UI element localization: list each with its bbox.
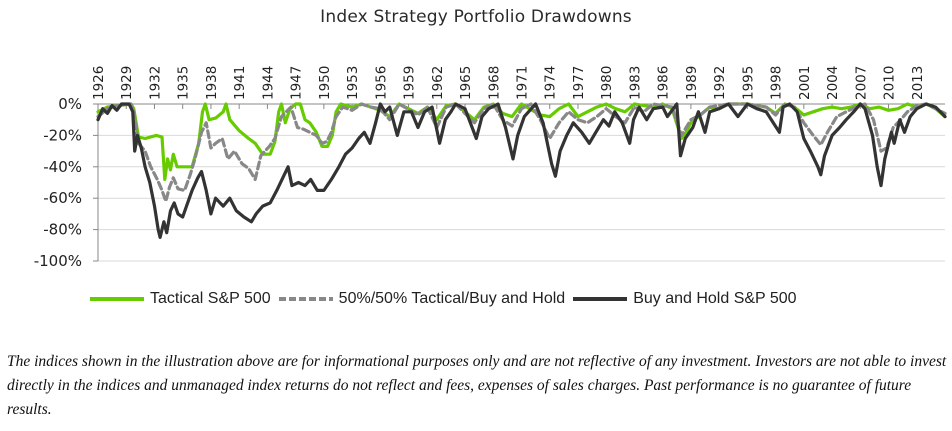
x-tick-label: 1962 [430, 66, 446, 100]
chart-legend: Tactical S&P 500 50%/50% Tactical/Buy an… [88, 290, 803, 308]
x-tick-label: 1965 [458, 66, 474, 100]
x-tick-label: 1932 [147, 66, 163, 100]
legend-label-fifty-fifty: 50%/50% Tactical/Buy and Hold [338, 290, 566, 307]
x-tick-label: 2010 [882, 66, 898, 100]
y-tick-label: -40% [43, 158, 82, 176]
drawdown-chart: 1926 1929 1932 1935 1938 1941 1944 1947 1950 1953… [34, 66, 947, 270]
legend-item-tactical: Tactical S&P 500 [88, 290, 271, 308]
x-tick-label: 1998 [769, 66, 785, 100]
y-tick-labels: 0% -20% -40% -60% -80% -100% [34, 95, 82, 270]
x-tick-label: 1938 [204, 66, 220, 100]
x-tick-label: 2004 [825, 66, 841, 100]
x-tick-label: 1926 [91, 66, 107, 100]
chart-title: Index Strategy Portfolio Drawdowns [320, 7, 632, 27]
x-tick-label: 1929 [119, 66, 135, 100]
legend-swatch-tactical [90, 297, 144, 301]
y-tick-label: 0% [58, 95, 82, 113]
x-tick-labels: 1926 1929 1932 1935 1938 1941 1944 1947 1950 1953… [91, 66, 926, 100]
y-tick-label: -80% [43, 221, 82, 239]
x-tick-label: 1935 [176, 66, 192, 100]
x-tick-label: 1995 [740, 66, 756, 100]
series-lines [96, 102, 947, 239]
x-tick-label: 1974 [543, 66, 559, 100]
x-tick-label: 1944 [260, 66, 276, 100]
x-tick-label: 1950 [317, 66, 333, 100]
disclaimer-text: The indices shown in the illustration ab… [7, 353, 947, 418]
legend-item-buy-hold: Buy and Hold S&P 500 [571, 290, 797, 308]
x-tick-label: 2007 [853, 66, 869, 100]
x-tick-label: 1992 [712, 66, 728, 100]
x-tick-label: 1941 [232, 66, 248, 100]
x-tick-label: 1980 [599, 66, 615, 100]
legend-swatch-fifty-fifty [278, 297, 333, 301]
x-tick-label: 1977 [571, 66, 587, 100]
x-tick-label: 1947 [289, 66, 305, 100]
legend-label-buy-hold: Buy and Hold S&P 500 [633, 290, 797, 307]
x-tick-label: 2013 [910, 66, 926, 100]
series-buy-hold-line [96, 102, 947, 239]
y-tick-label: -60% [43, 189, 82, 207]
y-tick-label: -20% [43, 126, 82, 144]
x-tick-label: 1971 [515, 66, 531, 100]
x-tick-label: 1968 [486, 66, 502, 100]
legend-label-tactical: Tactical S&P 500 [150, 290, 271, 307]
series-fifty-fifty-line [96, 102, 947, 203]
x-tick-label: 1956 [373, 66, 389, 100]
x-tick-label: 1983 [627, 66, 643, 100]
x-tick-label: 1986 [656, 66, 672, 100]
x-tick-label: 1959 [402, 66, 418, 100]
x-tick-label: 2001 [797, 66, 813, 100]
x-tick-label: 1953 [345, 66, 361, 100]
legend-item-fifty-fifty: 50%/50% Tactical/Buy and Hold [277, 290, 566, 308]
x-tick-label: 1989 [684, 66, 700, 100]
y-tick-label: -100% [34, 252, 82, 270]
legend-swatch-buy-hold [573, 297, 628, 301]
